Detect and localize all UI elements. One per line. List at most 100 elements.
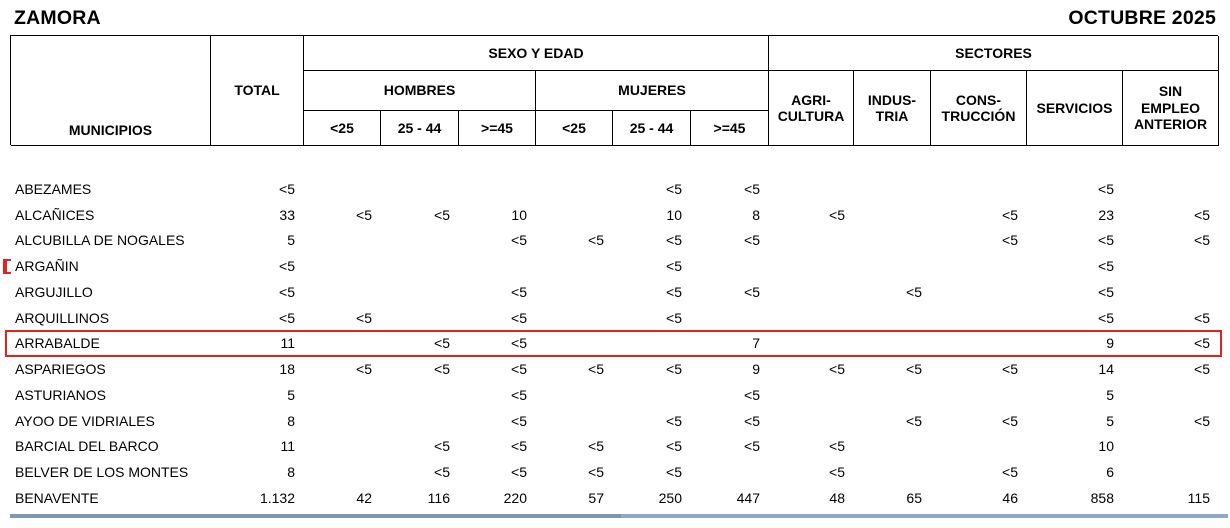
- municipality-name: ALCUBILLA DE NOGALES: [15, 232, 185, 249]
- municipality-name: ASTURIANOS: [15, 386, 107, 403]
- cell-value: <5: [511, 386, 527, 403]
- header-servicios: SERVICIOS: [1027, 71, 1123, 146]
- header-hombres-ge45: >=45: [459, 111, 536, 146]
- cell-value: <5: [1194, 309, 1210, 326]
- cell-value: 5: [1106, 412, 1114, 429]
- header-mujeres: MUJERES: [536, 71, 769, 111]
- cell-value: <5: [1194, 232, 1210, 249]
- cell-value: <5: [588, 438, 604, 455]
- cell-value: 115: [1187, 489, 1210, 506]
- municipality-name: ALCAÑICES: [15, 206, 95, 223]
- cell-value: 220: [503, 489, 527, 506]
- cell-value: <5: [1098, 283, 1114, 300]
- cell-value: 1.132: [259, 489, 295, 506]
- cell-value: <5: [511, 309, 527, 326]
- cell-value: 46: [1002, 489, 1018, 506]
- cell-value: <5: [666, 232, 682, 249]
- cell-value: 11: [280, 335, 295, 352]
- cell-value: <5: [744, 386, 760, 403]
- cell-value: <5: [666, 180, 682, 197]
- table-row: ALCUBILLA DE NOGALES 5 <5 <5 <5 <5 <5 <5 <5: [10, 228, 1218, 254]
- cell-value: 5: [287, 232, 295, 249]
- table-row: BENAVENTE 1.132 42 116 220 57 250 447 48 65 46 858 1…: [10, 485, 1218, 511]
- cell-value: <5: [434, 438, 450, 455]
- cell-value: 9: [1106, 335, 1114, 352]
- cell-value: <5: [906, 412, 922, 429]
- cell-value: 5: [1106, 386, 1114, 403]
- cell-value: 250: [658, 489, 682, 506]
- cell-value: 42: [356, 489, 372, 506]
- bottom-border-left: [10, 514, 621, 518]
- municipality-name: BELVER DE LOS MONTES: [15, 464, 189, 481]
- cell-value: 116: [427, 489, 450, 506]
- header-total: TOTAL: [211, 36, 304, 146]
- cell-value: <5: [434, 206, 450, 223]
- municipality-name: ABEZAMES: [15, 180, 92, 197]
- municipality-name: ARRABALDE: [15, 335, 100, 352]
- cell-value: <5: [1002, 232, 1018, 249]
- cell-value: <5: [1002, 361, 1018, 378]
- title-bar: ZAMORA OCTUBRE 2025: [14, 7, 1216, 30]
- cell-value: <5: [1194, 335, 1210, 352]
- table-body: ABEZAMES <5 <5 <5 <5 ALCAÑICES 33 <5 <5 10 10 8 <5 <5…: [5, 176, 1222, 511]
- municipality-name: ASPARIEGOS: [15, 361, 106, 378]
- cell-value: <5: [511, 232, 527, 249]
- cell-value: <5: [511, 335, 527, 352]
- cell-value: <5: [744, 412, 760, 429]
- cell-value: <5: [744, 232, 760, 249]
- header-hombres: HOMBRES: [304, 71, 536, 111]
- table-row: AYOO DE VIDRIALES 8 <5 <5 <5 <5 <5 5 <5: [10, 408, 1218, 434]
- table-row: BARCIAL DEL BARCO 11 <5 <5 <5 <5 <5 <5 10: [10, 434, 1218, 460]
- municipality-name: BENAVENTE: [15, 489, 99, 506]
- cell-value: 8: [287, 464, 295, 481]
- cell-value: <5: [666, 283, 682, 300]
- cell-value: <5: [1098, 180, 1114, 197]
- municipality-name: AYOO DE VIDRIALES: [15, 412, 155, 429]
- cell-value: <5: [511, 283, 527, 300]
- table-row: ASPARIEGOS 18 <5 <5 <5 <5 <5 9 <5 <5 <5 14 <5: [10, 356, 1218, 382]
- cell-value: 858: [1090, 489, 1114, 506]
- cell-value: <5: [434, 464, 450, 481]
- cell-value: 14: [1098, 361, 1114, 378]
- cell-value: 33: [279, 206, 295, 223]
- cell-value: <5: [588, 464, 604, 481]
- cell-value: <5: [829, 438, 845, 455]
- cell-value: <5: [356, 361, 372, 378]
- cell-value: <5: [1194, 412, 1210, 429]
- cell-value: 10: [1098, 438, 1114, 455]
- period-title: OCTUBRE 2025: [1068, 7, 1216, 29]
- table-row: ARQUILLINOS <5 <5 <5 <5 <5 <5: [10, 305, 1218, 331]
- cell-value: <5: [588, 361, 604, 378]
- table-row: ALCAÑICES 33 <5 <5 10 10 8 <5 <5 23 <5: [10, 202, 1218, 228]
- cell-value: <5: [356, 206, 372, 223]
- header-mujeres-lt25: <25: [536, 111, 613, 146]
- table-row: ASTURIANOS 5 <5 <5 5: [10, 382, 1218, 408]
- cell-value: <5: [588, 232, 604, 249]
- header-construccion: CONS- TRUCCIÓN: [931, 71, 1027, 146]
- bottom-border-right: [621, 514, 1228, 518]
- cell-value: <5: [434, 335, 450, 352]
- cell-value: <5: [829, 464, 845, 481]
- cell-value: <5: [666, 361, 682, 378]
- cell-value: <5: [511, 464, 527, 481]
- cell-value: <5: [744, 180, 760, 197]
- municipality-name: ARGAÑIN: [15, 258, 79, 275]
- table-header: MUNICIPIOS TOTAL SEXO Y EDAD SECTORES HO…: [10, 35, 1219, 146]
- cell-value: <5: [356, 309, 372, 326]
- cell-value: <5: [829, 206, 845, 223]
- cell-value: <5: [666, 258, 682, 275]
- cell-value: <5: [511, 412, 527, 429]
- cell-value: <5: [1194, 206, 1210, 223]
- cell-value: 8: [752, 206, 760, 223]
- cell-value: <5: [666, 464, 682, 481]
- red-bracket-annotation: [3, 259, 11, 274]
- cell-value: <5: [666, 309, 682, 326]
- cell-value: <5: [1002, 412, 1018, 429]
- cell-value: 18: [279, 361, 295, 378]
- table-row: ARGUJILLO <5 <5 <5 <5 <5 <5: [10, 279, 1218, 305]
- region-title: ZAMORA: [14, 7, 101, 29]
- cell-value: <5: [279, 283, 295, 300]
- header-sexo-y-edad: SEXO Y EDAD: [304, 36, 769, 71]
- header-mujeres-25-44: 25 - 44: [613, 111, 691, 146]
